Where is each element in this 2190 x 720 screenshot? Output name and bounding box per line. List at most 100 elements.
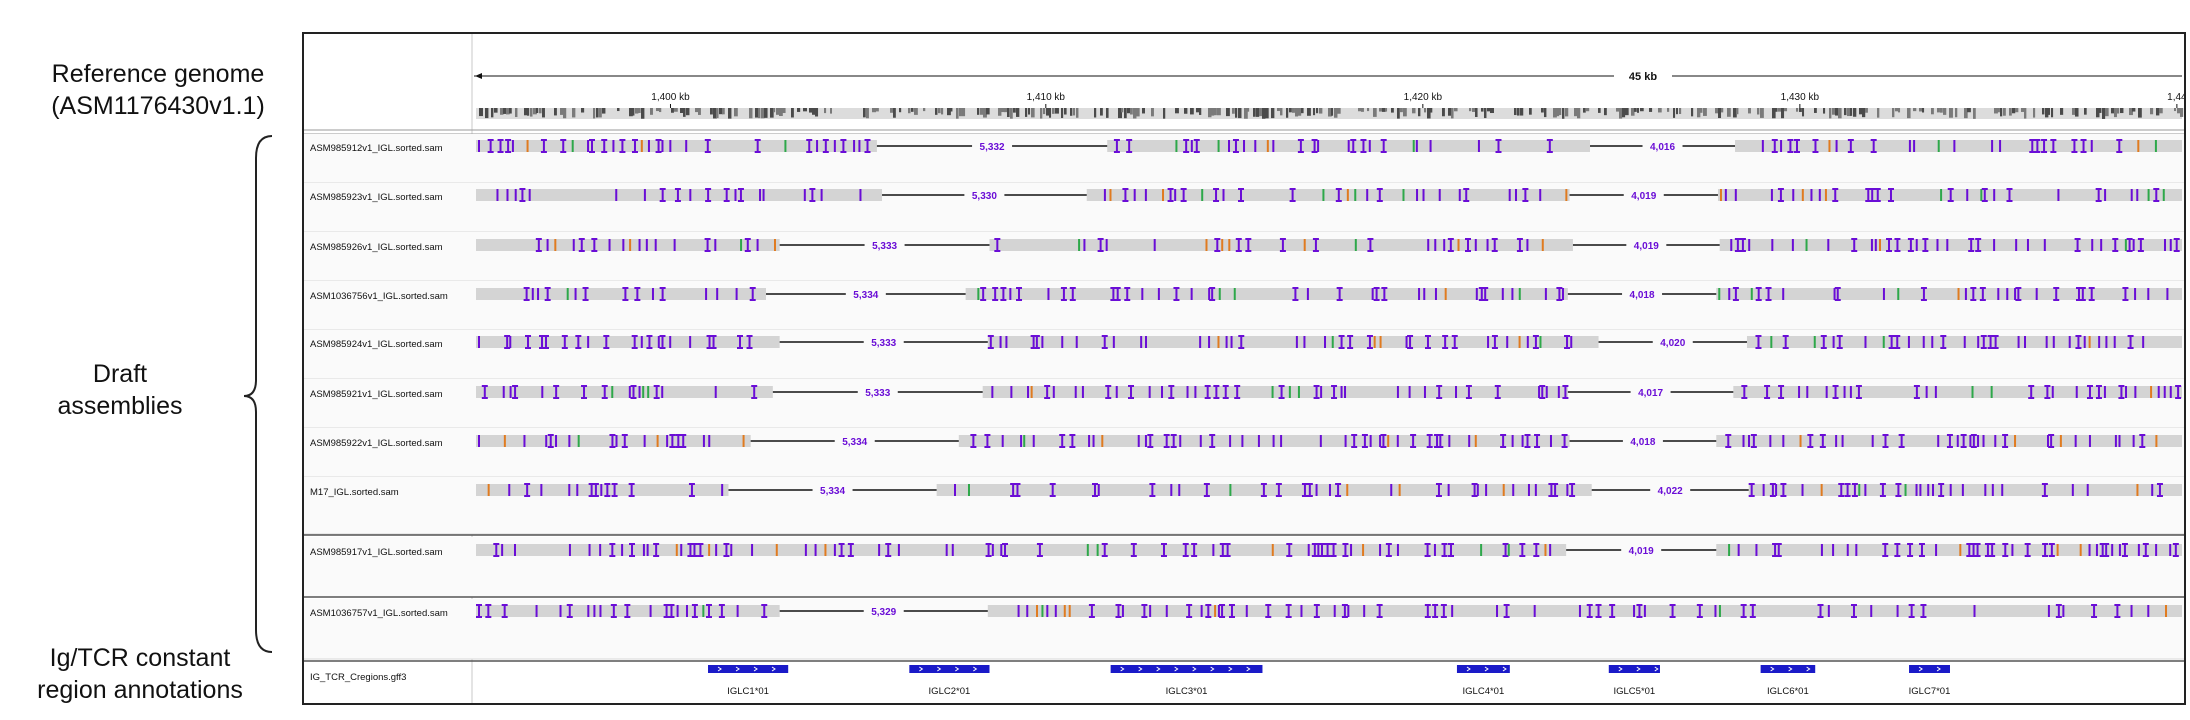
insertion-cap (1832, 200, 1839, 202)
mismatch-mark (1809, 435, 1812, 447)
mismatch-mark (991, 544, 994, 556)
insertion-cap (1342, 543, 1349, 545)
mismatch-mark (1728, 544, 1731, 556)
insertion-cap (1850, 616, 1857, 618)
insertion-cap (2091, 616, 2098, 618)
insertion-cap (1946, 434, 1953, 436)
mismatch-mark (1237, 239, 1240, 251)
mismatch-mark (1544, 288, 1547, 300)
mismatch-mark (1382, 435, 1385, 447)
alignment-track: ASM985912v1_IGL.sorted.sam 5,332 4,016 (304, 134, 2184, 184)
mismatch-mark (853, 140, 856, 152)
insertion-cap (1219, 543, 1226, 545)
insertion-cap (631, 139, 638, 141)
insertion-cap (1755, 299, 1762, 301)
insertion-cap (659, 287, 666, 289)
insertion-cap (1435, 495, 1442, 497)
mismatch-mark (2113, 336, 2116, 348)
insertion-cap (2116, 151, 2123, 153)
mismatch-mark (2083, 336, 2086, 348)
mismatch-mark (1963, 336, 1966, 348)
sequence-strip-tick (1448, 108, 1452, 116)
mismatch-mark (1458, 189, 1461, 201)
insertion-cap (1410, 446, 1417, 448)
insertion-cap (1984, 543, 1991, 545)
deletion-length-label: 4,018 (1630, 290, 1655, 301)
mismatch-mark (1184, 544, 1187, 556)
mismatch-mark (640, 336, 643, 348)
mismatch-mark (2163, 386, 2166, 398)
gene-label: IGLC7*01 (1909, 686, 1951, 697)
insertion-cap (2002, 434, 2009, 436)
mismatch-mark (1940, 484, 1943, 496)
insertion-cap (1347, 347, 1354, 349)
insertion-cap (1097, 250, 1104, 252)
insertion-cap (754, 151, 761, 153)
gene-label: IGLC4*01 (1463, 686, 1505, 697)
sequence-strip-tick (1562, 108, 1565, 119)
gene-feature: IGLC4*01 (1456, 665, 1510, 697)
mismatch-mark (509, 336, 512, 348)
mismatch-mark (1088, 435, 1091, 447)
sequence-strip-tick (2042, 108, 2045, 115)
sequence-strip-tick (728, 108, 732, 119)
mismatch-mark (1363, 605, 1366, 617)
mismatch-mark (803, 189, 806, 201)
sequence-strip-tick (914, 108, 918, 115)
mismatch-mark (2162, 189, 2165, 201)
sequence-strip-tick (1697, 108, 1701, 118)
mismatch-mark (1314, 239, 1317, 251)
insertion-cap (737, 200, 744, 202)
insertion-cap (746, 335, 753, 337)
insertion-cap (1960, 446, 1967, 448)
insertion-cap (705, 188, 712, 190)
mismatch-mark (1549, 435, 1552, 447)
strand-arrow (1502, 666, 1507, 672)
insertion-cap (1101, 543, 1108, 545)
mismatch-mark (804, 544, 807, 556)
sequence-strip-tick (1424, 108, 1427, 113)
insertion-cap (1434, 434, 1441, 436)
insertion-cap (1186, 616, 1193, 618)
mismatch-mark (1857, 386, 1860, 398)
mismatch-mark (2051, 386, 2054, 398)
insertion-cap (1782, 347, 1789, 349)
mismatch-mark (1521, 544, 1524, 556)
mismatch-mark (624, 288, 627, 300)
mismatch-mark (1761, 140, 1764, 152)
mismatch-mark (2137, 140, 2140, 152)
insertion-cap (2044, 385, 2051, 387)
insertion-cap (1312, 238, 1319, 240)
insertion-cap (1895, 483, 1902, 485)
insertion-cap (1036, 543, 1043, 545)
insertion-cap (1968, 250, 1975, 252)
insertion-cap (885, 555, 892, 557)
mismatch-mark (1071, 435, 1074, 447)
insertion-cap (1170, 434, 1177, 436)
mismatch-mark (2052, 336, 2055, 348)
insertion-cap (487, 151, 494, 153)
insertion-cap (1060, 287, 1067, 289)
insertion-cap (1907, 555, 1914, 557)
mismatch-mark (1922, 336, 1925, 348)
mismatch-mark (1337, 484, 1340, 496)
insertion-cap (1297, 139, 1304, 141)
mismatch-mark (1714, 605, 1717, 617)
mismatch-mark (2068, 336, 2071, 348)
sequence-strip-tick (1451, 108, 1454, 119)
mismatch-mark (1982, 435, 1985, 447)
sequence-strip-tick (1046, 108, 1050, 116)
mismatch-mark (647, 140, 650, 152)
insertion-cap (1002, 555, 1009, 557)
mismatch-mark (549, 435, 552, 447)
insertion-cap (1360, 151, 1367, 153)
insertion-cap (1907, 543, 1914, 545)
strand-arrow (919, 666, 924, 672)
mismatch-mark (606, 484, 609, 496)
mismatch-mark (702, 605, 705, 617)
insertion-cap (1817, 616, 1824, 618)
sequence-strip-tick (1913, 108, 1917, 112)
sequence-strip-tick (1118, 108, 1122, 119)
mismatch-mark (1518, 336, 1521, 348)
mismatch-mark (1347, 605, 1350, 617)
